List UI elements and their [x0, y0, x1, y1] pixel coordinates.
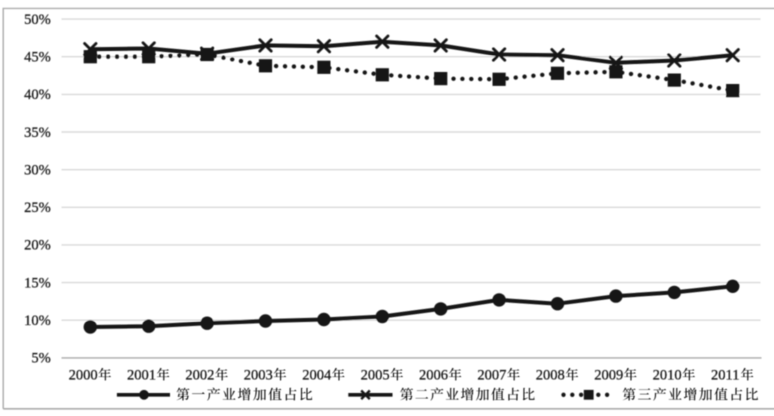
svg-text:2006: 2006 [419, 367, 448, 383]
svg-text:25%: 25% [24, 200, 51, 216]
svg-text:15%: 15% [24, 275, 51, 291]
svg-text:30%: 30% [24, 162, 51, 178]
svg-text:2000: 2000 [69, 367, 98, 383]
svg-text:20%: 20% [24, 238, 51, 254]
svg-text:5%: 5% [31, 351, 50, 367]
svg-text:10%: 10% [24, 313, 51, 329]
svg-text:45%: 45% [24, 50, 51, 66]
svg-text:2002: 2002 [185, 367, 214, 383]
svg-text:2009: 2009 [594, 367, 623, 383]
svg-text:2007: 2007 [477, 367, 506, 383]
svg-text:2001: 2001 [127, 367, 156, 383]
svg-text:2003: 2003 [244, 367, 273, 383]
svg-text:2004: 2004 [302, 367, 332, 383]
svg-text:40%: 40% [24, 87, 51, 103]
svg-text:35%: 35% [24, 125, 51, 141]
svg-text:2008: 2008 [536, 367, 565, 383]
svg-text:2010: 2010 [653, 367, 682, 383]
svg-text:2005: 2005 [361, 367, 390, 383]
svg-text:50%: 50% [24, 12, 51, 28]
svg-text:2011: 2011 [711, 367, 739, 383]
